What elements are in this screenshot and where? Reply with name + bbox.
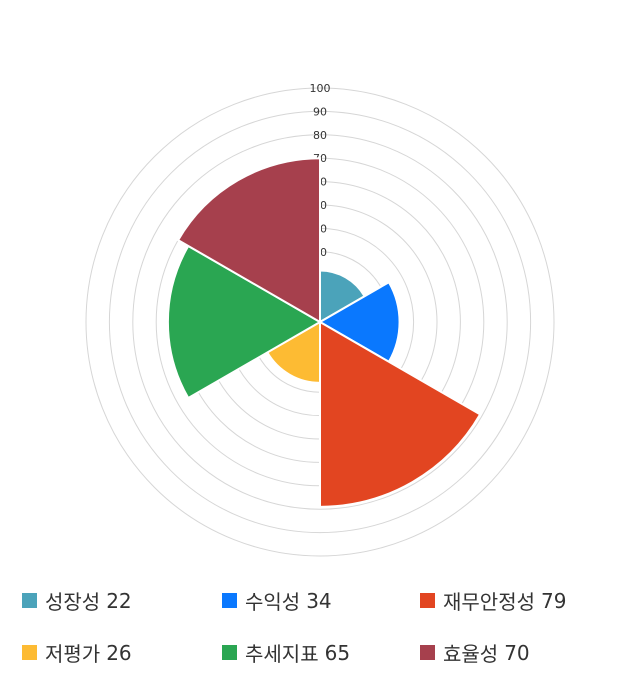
legend-value: 26 xyxy=(106,640,132,665)
legend-item: 재무안정성 79 xyxy=(420,586,566,615)
r-tick-label: 80 xyxy=(313,129,327,142)
chart: 102030405060708090100 xyxy=(85,82,555,557)
r-tick-label: 100 xyxy=(310,82,331,95)
segment xyxy=(166,244,322,400)
legend-label: 성장성 xyxy=(45,590,101,614)
segment xyxy=(176,157,321,324)
legend-label: 수익성 xyxy=(245,590,301,614)
segment xyxy=(319,320,482,508)
legend-item: 저평가 26 xyxy=(22,638,132,667)
legend-swatch xyxy=(420,645,435,660)
grid-circle xyxy=(132,134,508,510)
grid-circle xyxy=(85,87,555,557)
legend-item: 추세지표 65 xyxy=(222,638,350,667)
legend-label: 저평가 xyxy=(45,642,101,666)
segment xyxy=(265,320,321,384)
legend-swatch xyxy=(222,645,237,660)
r-tick-label: 90 xyxy=(313,105,327,118)
grid-circle xyxy=(108,110,532,534)
segment xyxy=(317,280,401,364)
legend-item: 효율성 70 xyxy=(420,638,530,667)
legend-value: 79 xyxy=(541,588,567,613)
legend-swatch xyxy=(22,645,37,660)
legend-value: 65 xyxy=(324,640,351,665)
legend-label: 재무안정성 xyxy=(443,590,535,614)
legend-label: 효율성 xyxy=(443,642,499,666)
legend-swatch xyxy=(22,593,37,608)
legend-swatch xyxy=(420,593,435,608)
segment xyxy=(319,269,366,324)
legend-swatch xyxy=(222,593,237,608)
legend-item: 수익성 34 xyxy=(222,586,332,615)
legend-value: 22 xyxy=(106,588,132,613)
legend-item: 성장성 22 xyxy=(22,586,132,615)
legend-value: 70 xyxy=(504,640,530,665)
legend-label: 추세지표 xyxy=(245,642,319,666)
legend-value: 34 xyxy=(306,588,332,613)
